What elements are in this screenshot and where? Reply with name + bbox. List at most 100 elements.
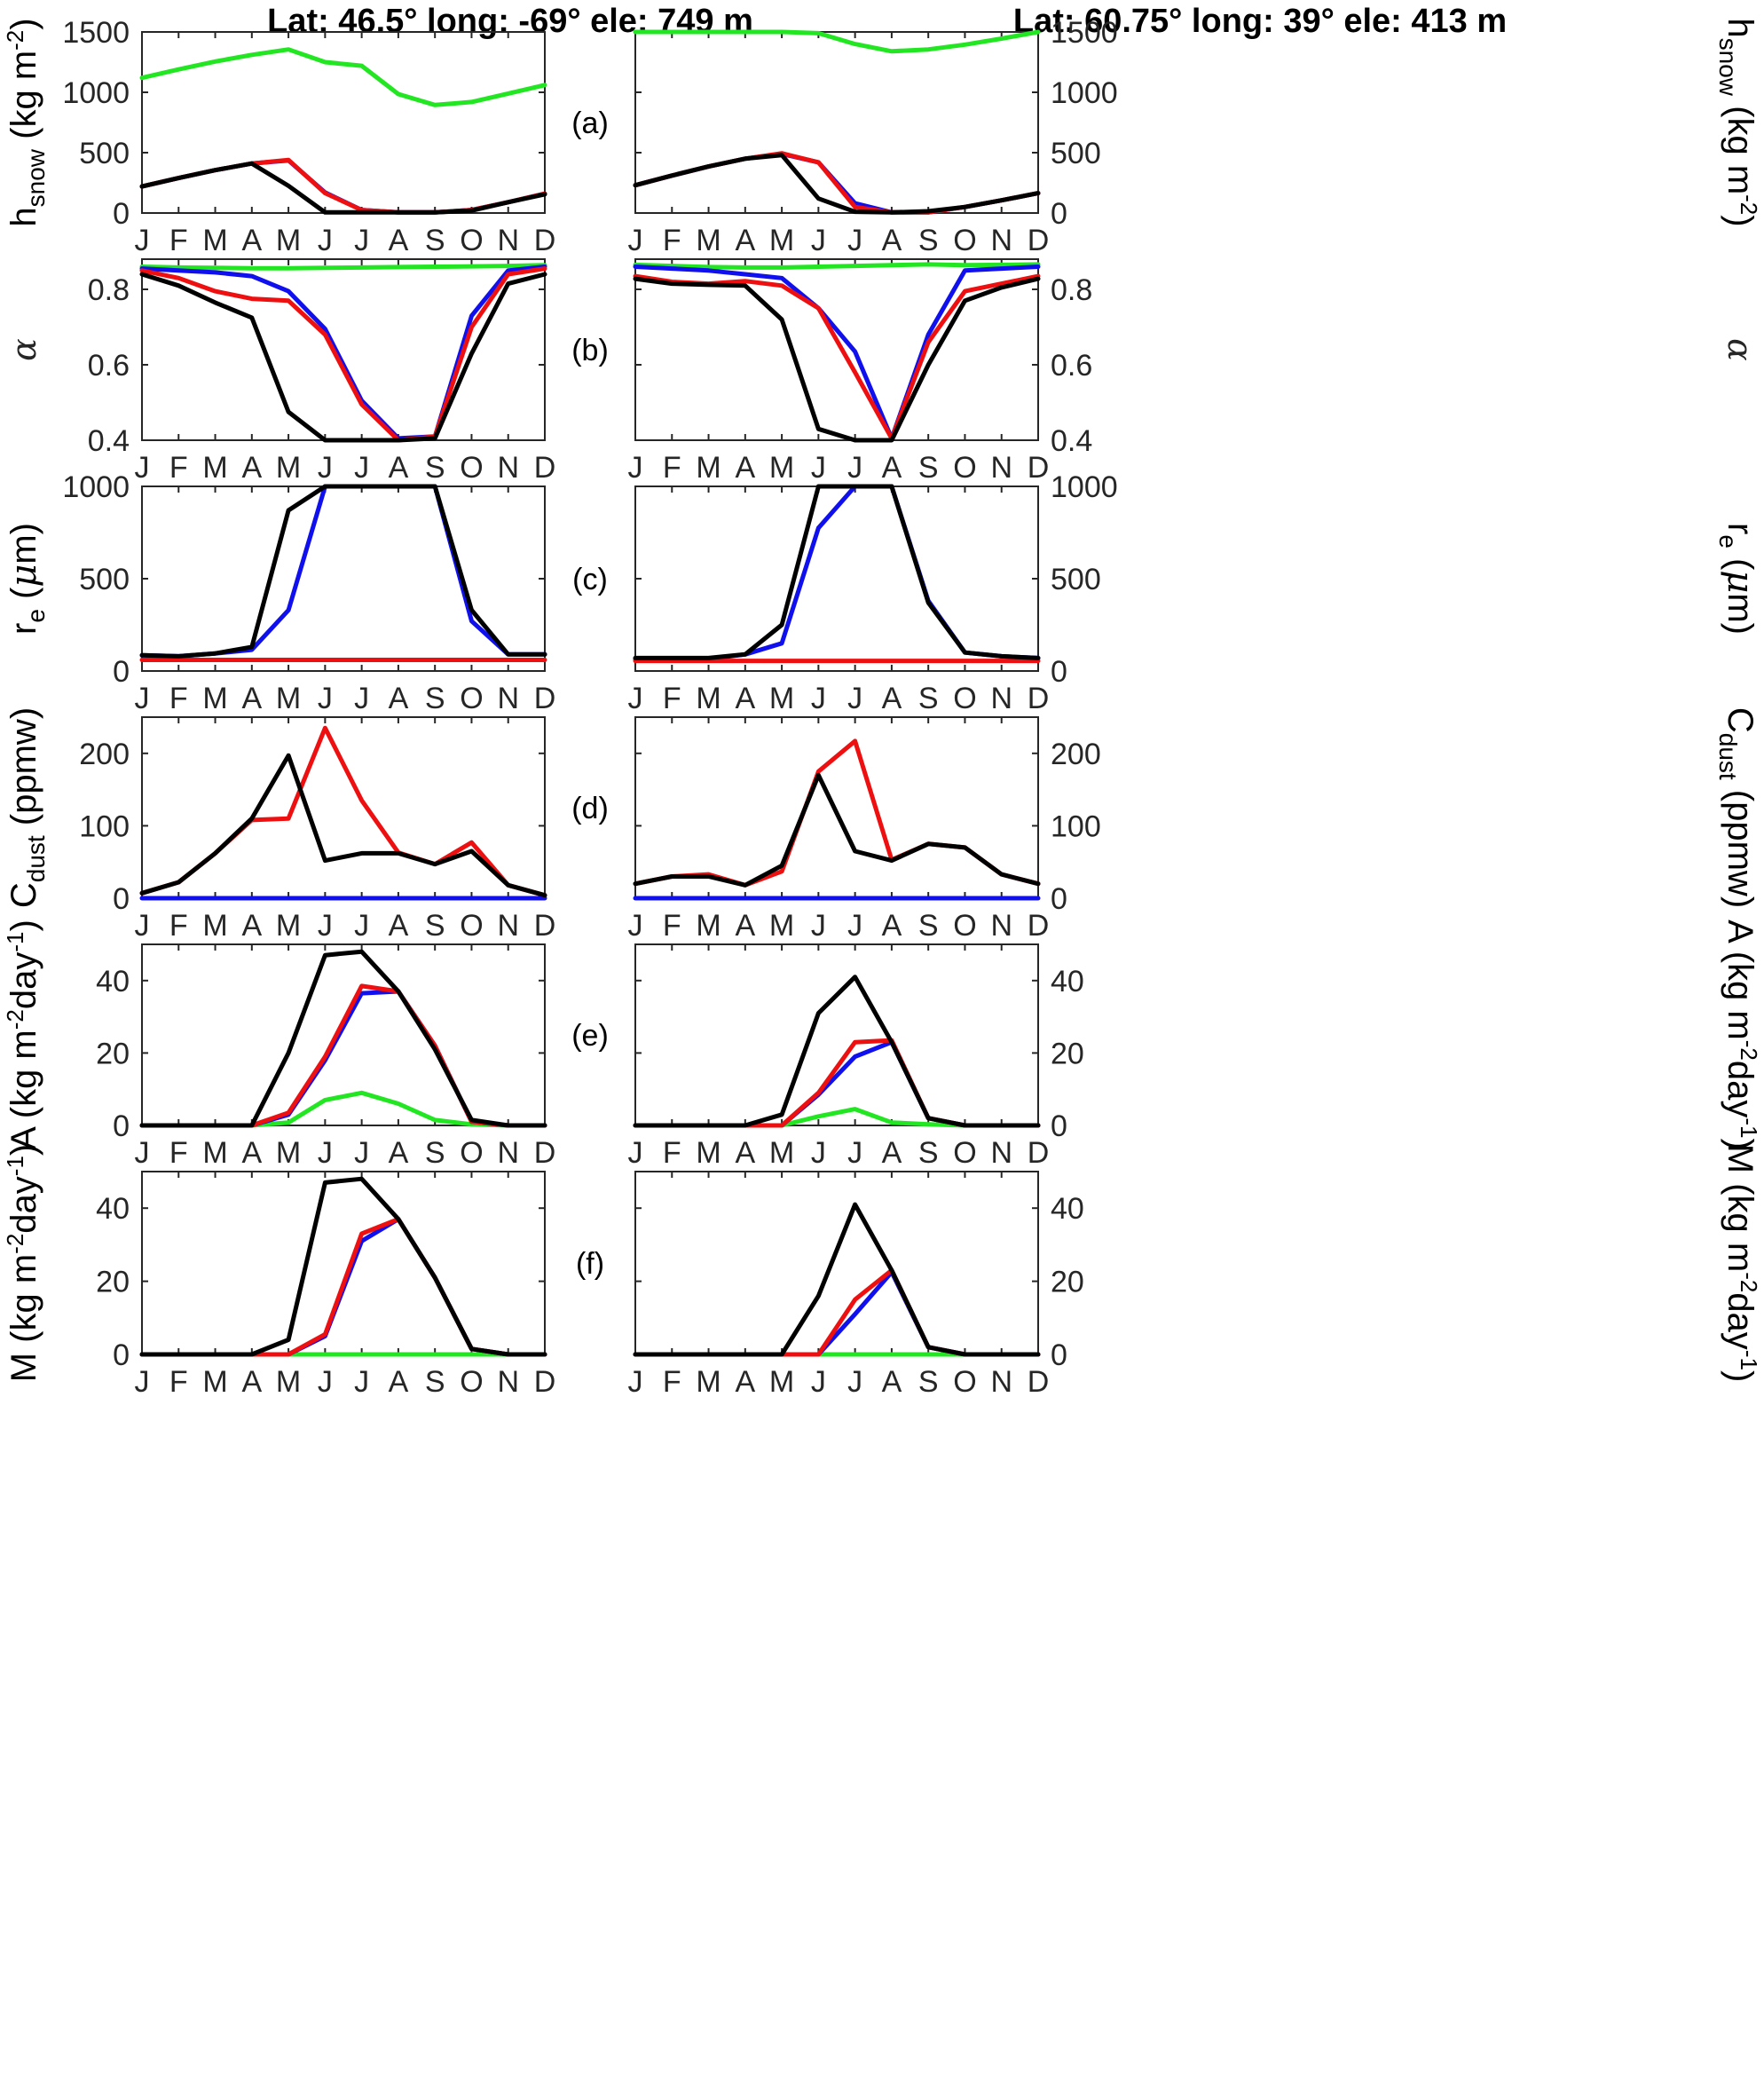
x-tick-label: J [318,1365,333,1399]
x-tick-label: S [425,451,445,485]
x-tick-label: O [460,682,483,715]
x-tick-label: J [811,909,826,943]
x-tick-label: N [990,224,1012,257]
y-axis-label: hsnow (kg m-2) [1714,18,1762,226]
x-tick-label: S [425,1136,445,1170]
x-tick-label: A [882,224,902,257]
y-tick-label: 0 [1051,882,1067,916]
x-tick-label: J [847,1365,862,1399]
x-tick-label: D [534,1365,556,1399]
y-axis-label: α [1721,338,1760,361]
y-tick-label: 0 [113,1338,130,1372]
series-line-black [633,153,1041,215]
panel-label: (e) [571,1019,609,1053]
y-tick-label: 0 [113,655,130,689]
x-tick-label: A [241,1365,262,1399]
x-tick-label: J [628,1365,643,1399]
y-tick-label: 1000 [62,470,130,504]
x-tick-label: S [918,451,939,485]
title-right: Lat: 60.75° long: 39° ele: 413 m [1013,3,1507,40]
x-tick-label: M [202,1136,227,1170]
y-tick-label: 1000 [1051,470,1118,504]
axes-frame [634,943,1039,1126]
x-tick-label: A [241,224,262,257]
x-tick-label: N [497,224,519,257]
x-tick-label: A [241,909,262,943]
x-tick-label: M [696,909,721,943]
x-tick-label: J [318,682,333,715]
y-tick-label: 0 [1051,655,1067,689]
series-line-red [139,157,547,215]
y-tick-label: 40 [1051,965,1084,999]
x-tick-label: N [990,1365,1012,1399]
x-tick-label: O [953,682,976,715]
y-tick-label: 20 [96,1037,130,1070]
x-tick-label: D [534,451,556,485]
y-tick-label: 0 [1051,197,1067,231]
x-tick-label: A [882,909,902,943]
x-tick-label: A [882,1365,902,1399]
series-line-green [633,1107,1041,1128]
series-line-blue [633,1269,1041,1357]
y-tick-label: 1000 [1051,76,1118,110]
axes-frame [141,716,546,899]
x-tick-label: D [1028,682,1050,715]
y-tick-label: 40 [96,1192,130,1226]
x-tick-label: S [918,1136,939,1170]
y-tick-label: 1500 [1051,16,1118,50]
x-tick-label: A [882,451,902,485]
y-tick-label: 200 [1051,738,1101,771]
x-tick-label: J [354,224,369,257]
y-axis-label: M (kg m-2day-1) [2,1144,43,1383]
y-tick-label: 0 [113,1109,130,1143]
x-tick-label: S [918,1365,939,1399]
x-tick-label: O [460,1136,483,1170]
x-tick-label: J [628,682,643,715]
x-tick-label: M [202,909,227,943]
y-axis-label: A (kg m-2day-1) [1721,920,1762,1150]
series-line-black [139,1176,547,1357]
x-tick-label: M [696,451,721,485]
x-tick-label: J [318,909,333,943]
y-tick-label: 40 [96,965,130,999]
x-tick-label: J [135,682,150,715]
y-tick-label: 100 [1051,809,1101,843]
x-tick-label: J [135,1136,150,1170]
axes-frame [634,716,1039,899]
x-tick-label: S [918,682,939,715]
series-line-green [633,29,1041,54]
x-tick-label: F [663,224,681,257]
y-tick-label: 20 [1051,1037,1084,1070]
x-tick-label: J [135,224,150,257]
y-tick-label: 0 [1051,1109,1067,1143]
x-tick-label: A [389,682,409,715]
x-tick-label: J [628,451,643,485]
x-tick-label: M [769,682,794,715]
x-tick-label: D [1028,224,1050,257]
x-tick-label: F [663,1365,681,1399]
panel-label: (a) [571,107,609,140]
y-tick-label: 0 [113,197,130,231]
x-tick-label: J [811,682,826,715]
x-tick-label: J [354,1365,369,1399]
y-tick-label: 0.8 [1051,273,1092,307]
x-tick-label: N [990,909,1012,943]
panel-label: (d) [571,792,609,825]
x-tick-label: A [735,451,755,485]
x-tick-label: F [169,224,188,257]
x-tick-label: A [735,224,755,257]
series-line-blue [139,264,547,441]
x-tick-label: S [918,224,939,257]
x-tick-label: D [534,224,556,257]
y-tick-label: 0.6 [1051,349,1092,383]
x-tick-label: J [354,909,369,943]
x-tick-label: F [169,451,188,485]
series-line-red [633,273,1041,441]
x-tick-label: A [735,909,755,943]
x-tick-label: F [663,451,681,485]
x-tick-label: A [389,451,409,485]
axes-frame [141,31,546,214]
x-tick-label: A [735,1136,755,1170]
